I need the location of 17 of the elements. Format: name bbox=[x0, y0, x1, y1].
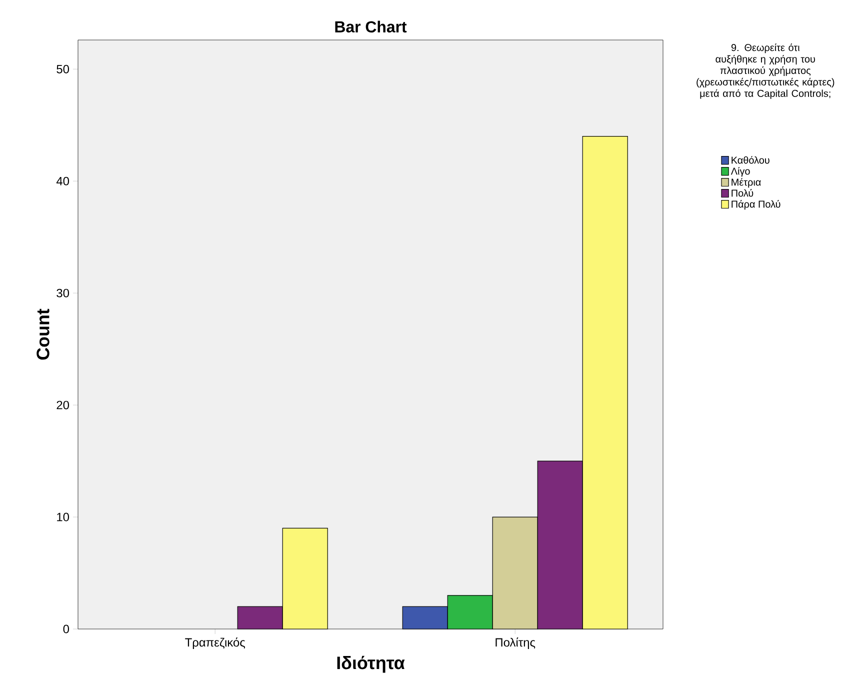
legend-title: 9. Θεωρείτε ότι αυξήθηκε η χρήση του πλαστικού χρήματος (χρεωστικές/πιστωτικές κάρτες) μετά από τα Capital Controls; bbox=[696, 44, 834, 99]
y-tick-label: 20 bbox=[56, 400, 70, 410]
x-axis-title: Ιδιότητα bbox=[337, 656, 405, 673]
legend-label: Πολύ bbox=[732, 189, 754, 197]
x-tick-label: Πολίτης bbox=[496, 638, 536, 649]
y-axis-title: Count bbox=[36, 308, 50, 360]
x-tick-label: Τραπεζικός bbox=[185, 638, 246, 650]
y-tick-label: 30 bbox=[56, 288, 70, 298]
chart-title: Bar Chart bbox=[335, 20, 407, 32]
y-tick-label: 40 bbox=[56, 176, 70, 186]
y-tick-label: 10 bbox=[57, 512, 70, 522]
legend-label: Λίγο bbox=[730, 167, 750, 177]
legend-label: Καθόλου bbox=[732, 156, 770, 164]
legend-label: Πάρα Πολύ bbox=[732, 200, 780, 210]
y-tick-label: 50 bbox=[56, 64, 70, 74]
legend-label: Μέτρια bbox=[732, 178, 761, 188]
y-tick-label: 0 bbox=[63, 624, 70, 634]
